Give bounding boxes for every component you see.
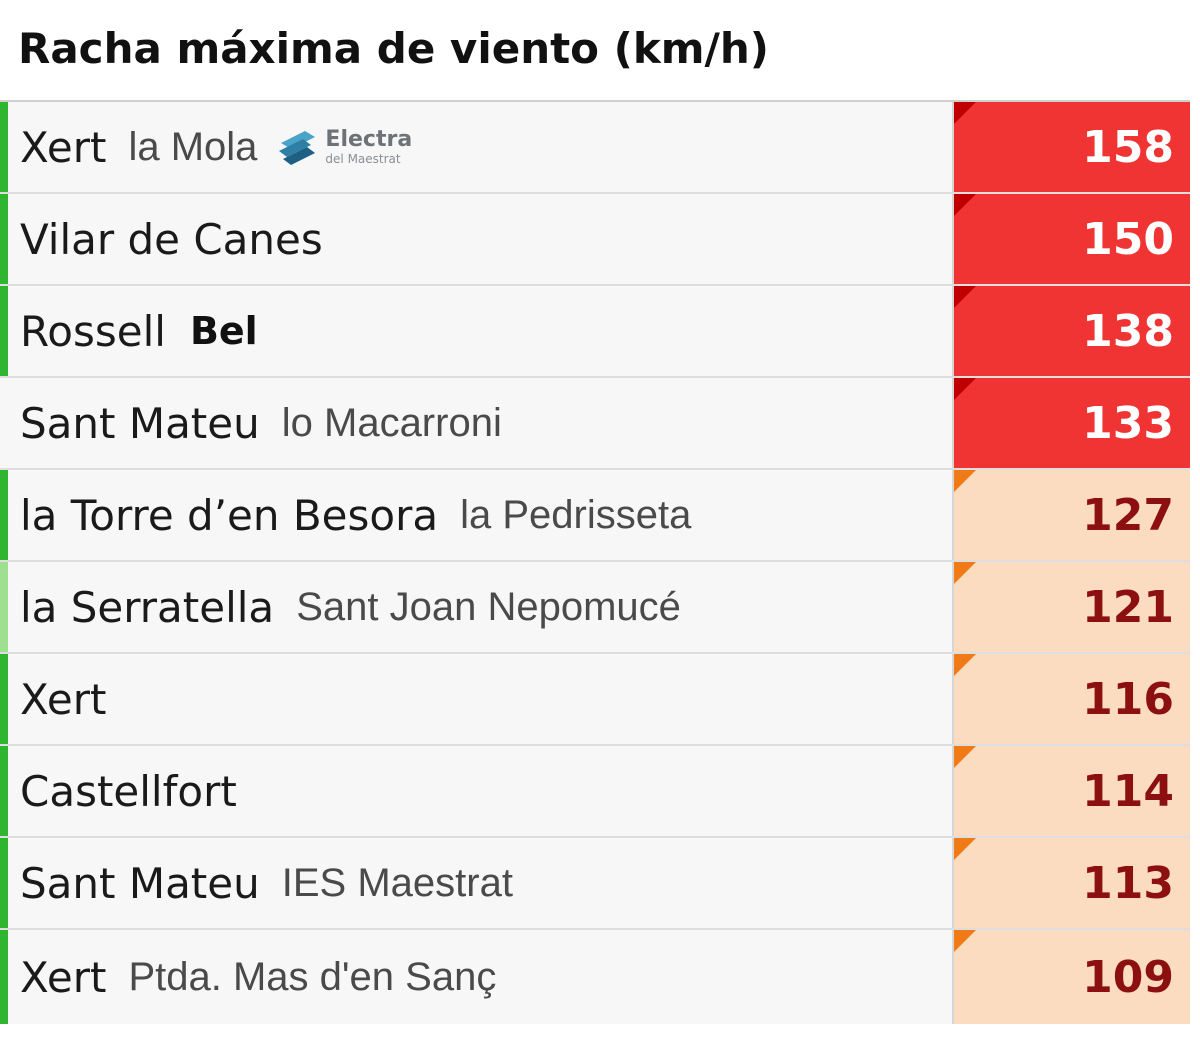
list-item[interactable]: Castellfort 114 (0, 746, 1190, 838)
station-subname: Ptda. Mas d'en Sanç (128, 954, 497, 999)
station-place: la Torre d’en Besora (20, 490, 439, 540)
level-corner-marker (954, 654, 976, 676)
station-accent-bar (0, 930, 8, 1024)
station-accent-bar (0, 378, 8, 468)
list-item[interactable]: Xert Ptda. Mas d'en Sanç 109 (0, 930, 1190, 1024)
station-name-cell: Xert la Mola Electra del Maestrat (8, 102, 954, 192)
list-item[interactable]: la Torre d’en Besora la Pedrisseta 127 (0, 470, 1190, 562)
station-place: la Serratella (20, 582, 275, 632)
station-place: Xert (20, 674, 107, 724)
station-accent-bar (0, 838, 8, 928)
gust-value: 127 (1082, 489, 1174, 541)
station-place: Sant Mateu (20, 858, 260, 908)
station-subname: lo Macarroni (281, 400, 502, 445)
station-place: Castellfort (20, 766, 237, 816)
list-item[interactable]: Rossell Bel 138 (0, 286, 1190, 378)
gust-value-cell: 138 (954, 286, 1190, 376)
gust-value-cell: 121 (954, 562, 1190, 652)
gust-value: 133 (1082, 397, 1174, 449)
gust-value-cell: 133 (954, 378, 1190, 468)
electra-logo: Electra del Maestrat (275, 127, 412, 167)
electra-logo-text: Electra del Maestrat (325, 127, 413, 166)
ranking-list: Xert la Mola Electra del Maestrat 158 Vil… (0, 100, 1190, 1024)
page-title: Racha máxima de viento (km/h) (18, 23, 769, 73)
gust-value: 158 (1082, 121, 1174, 173)
station-subname: Sant Joan Nepomucé (296, 584, 681, 629)
electra-logo-icon (279, 131, 316, 165)
header: Racha máxima de viento (km/h) (0, 0, 1190, 100)
station-name-cell: Castellfort (8, 746, 954, 836)
level-corner-marker (954, 102, 976, 124)
station-place: Xert (20, 122, 107, 172)
station-subname: la Pedrisseta (460, 492, 692, 537)
electra-logo-sub: del Maestrat (325, 152, 401, 166)
gust-value: 116 (1082, 673, 1174, 725)
level-corner-marker (954, 562, 976, 584)
level-corner-marker (954, 378, 976, 400)
gust-value: 113 (1082, 857, 1174, 909)
gust-value: 109 (1082, 951, 1174, 1003)
station-place: Rossell (20, 306, 166, 356)
station-name-cell: Xert Ptda. Mas d'en Sanç (8, 930, 954, 1024)
gust-value: 114 (1082, 765, 1174, 817)
gust-value: 138 (1082, 305, 1174, 357)
station-name-cell: Sant Mateu IES Maestrat (8, 838, 954, 928)
gust-value: 150 (1082, 213, 1174, 265)
gust-value-cell: 114 (954, 746, 1190, 836)
level-corner-marker (954, 746, 976, 768)
station-place: Sant Mateu (20, 398, 260, 448)
station-subname: la Mola (128, 124, 258, 169)
list-item[interactable]: la Serratella Sant Joan Nepomucé 121 (0, 562, 1190, 654)
station-place: Xert (20, 952, 107, 1002)
station-accent-bar (0, 470, 8, 560)
level-corner-marker (954, 838, 976, 860)
station-subname: IES Maestrat (281, 860, 513, 905)
station-accent-bar (0, 562, 8, 652)
gust-value-cell: 113 (954, 838, 1190, 928)
level-corner-marker (954, 194, 976, 216)
list-item[interactable]: Sant Mateu lo Macarroni 133 (0, 378, 1190, 470)
gust-value-cell: 116 (954, 654, 1190, 744)
gust-value: 121 (1082, 581, 1174, 633)
electra-logo-main: Electra (325, 127, 413, 152)
level-corner-marker (954, 930, 976, 952)
gust-value-cell: 158 (954, 102, 1190, 192)
gust-value-cell: 109 (954, 930, 1190, 1024)
station-name-cell: la Serratella Sant Joan Nepomucé (8, 562, 954, 652)
station-subname: Bel (189, 309, 258, 353)
level-corner-marker (954, 470, 976, 492)
station-name-cell: Vilar de Canes (8, 194, 954, 284)
station-place: Vilar de Canes (20, 214, 323, 264)
station-accent-bar (0, 194, 8, 284)
gust-value-cell: 127 (954, 470, 1190, 560)
list-item[interactable]: Xert 116 (0, 654, 1190, 746)
station-name-cell: Xert (8, 654, 954, 744)
list-item[interactable]: Sant Mateu IES Maestrat 113 (0, 838, 1190, 930)
station-accent-bar (0, 286, 8, 376)
level-corner-marker (954, 286, 976, 308)
list-item[interactable]: Xert la Mola Electra del Maestrat 158 (0, 102, 1190, 194)
station-name-cell: Sant Mateu lo Macarroni (8, 378, 954, 468)
station-accent-bar (0, 746, 8, 836)
station-name-cell: Rossell Bel (8, 286, 954, 376)
station-accent-bar (0, 102, 8, 192)
gust-value-cell: 150 (954, 194, 1190, 284)
wind-gust-ranking: Racha máxima de viento (km/h) Xert la Mo… (0, 0, 1190, 1024)
station-name-cell: la Torre d’en Besora la Pedrisseta (8, 470, 954, 560)
list-item[interactable]: Vilar de Canes 150 (0, 194, 1190, 286)
station-accent-bar (0, 654, 8, 744)
